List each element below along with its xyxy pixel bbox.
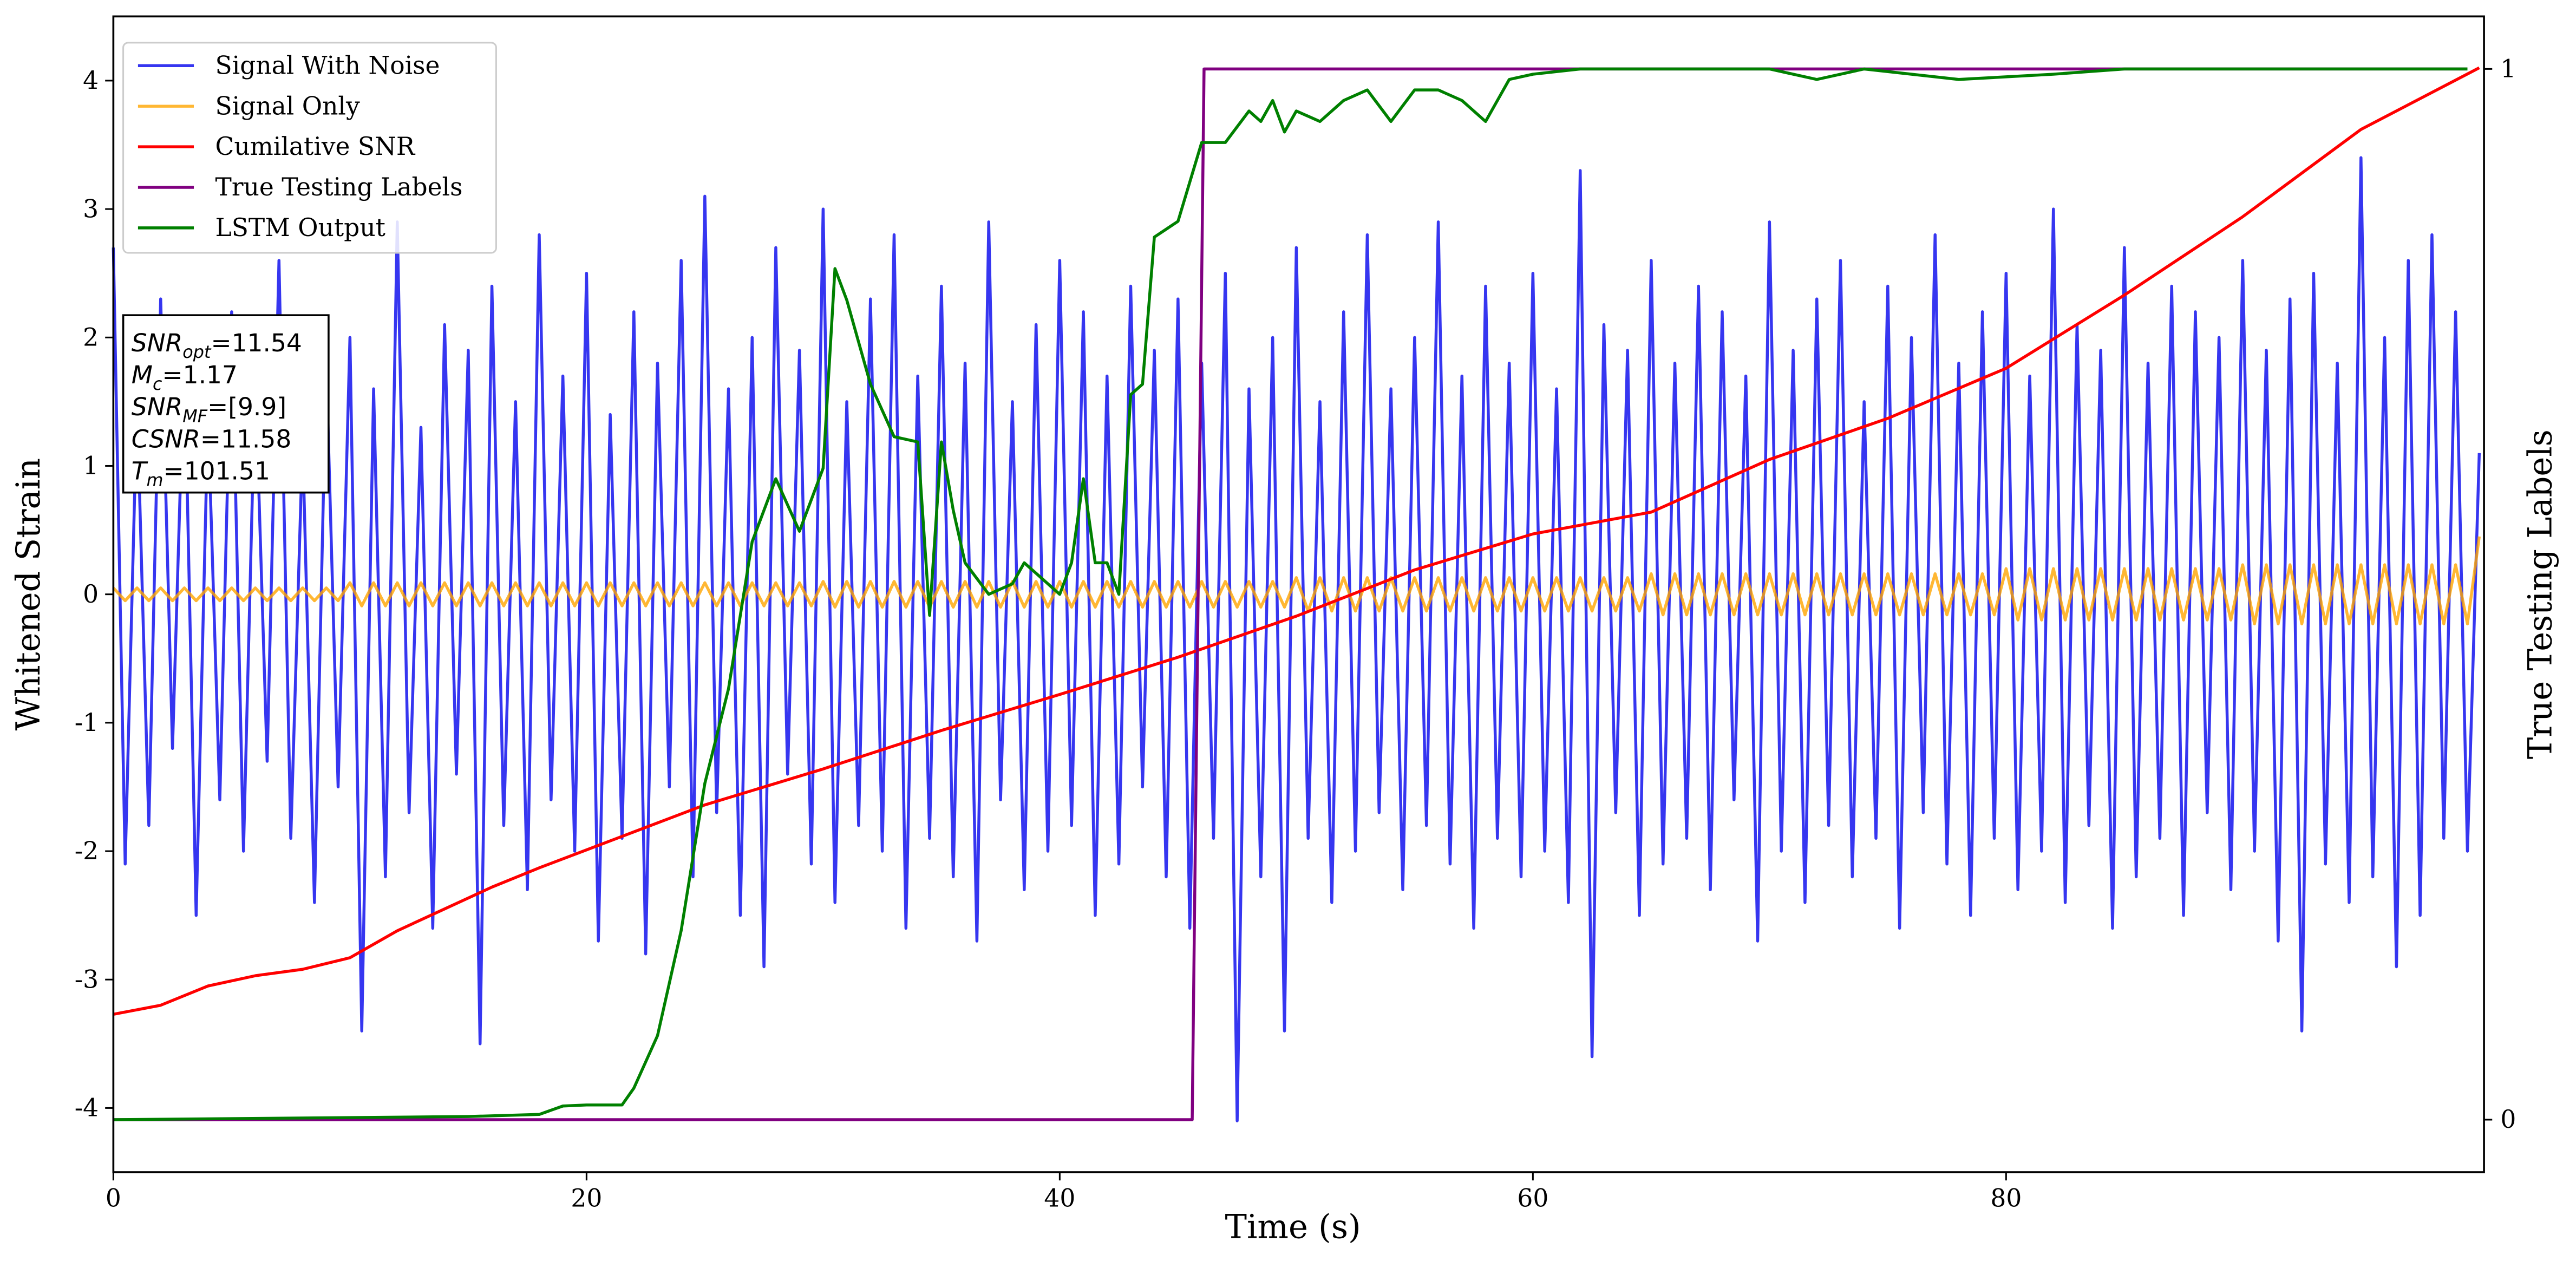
- x-tick-label: 20: [571, 1184, 602, 1213]
- y-tick-label: 1: [83, 452, 99, 480]
- legend-label: Signal With Noise: [215, 51, 440, 80]
- annotation-sub: MF: [182, 406, 207, 426]
- annotation-sub: c: [153, 374, 162, 394]
- legend-label: Cumilative SNR: [215, 132, 416, 161]
- y-tick-label: 0: [83, 580, 99, 609]
- y-tick-label: 2: [83, 323, 99, 351]
- series-line: [112, 156, 2481, 1122]
- legend-box: [122, 42, 497, 254]
- y-tick-label: -1: [75, 708, 99, 737]
- series-line: [113, 67, 2468, 1121]
- annotation-label: CSNR: [132, 424, 200, 453]
- x-axis-label: Time (s): [1225, 1208, 1361, 1246]
- y2-axis-label: True Testing Labels: [2521, 429, 2559, 759]
- x-tick-label: 80: [1990, 1184, 2022, 1213]
- series-line: [113, 66, 2480, 1016]
- x-tick-label: 40: [1044, 1184, 1075, 1213]
- y-tick-label: -2: [75, 837, 99, 865]
- legend-label: LSTM Output: [215, 213, 385, 242]
- y-tick-label: -3: [75, 965, 99, 994]
- annotation-sub: opt: [182, 342, 212, 362]
- legend-label: True Testing Labels: [215, 173, 463, 201]
- plot-area: [112, 66, 2481, 1122]
- annotation-text: =101.51: [164, 456, 270, 485]
- annotation-text: =11.58: [200, 424, 291, 453]
- annotation-sub: m: [147, 470, 164, 491]
- annotation-label: T: [132, 456, 148, 485]
- annotation-line: SNRopt=11.54: [132, 329, 302, 362]
- annotation-line: Tm=101.51: [132, 456, 270, 490]
- annotation-label: M: [132, 361, 153, 389]
- annotation-line: SNRMF=[9.9]: [132, 393, 286, 426]
- annotation-text: =1.17: [162, 361, 238, 389]
- annotation-box: [122, 314, 330, 494]
- y2-tick-label: 0: [2500, 1105, 2516, 1134]
- y-tick-label: 4: [83, 66, 99, 95]
- legend-label: Signal Only: [215, 92, 360, 120]
- annotation-line: CSNR=11.58: [132, 424, 292, 453]
- annotation: SNRopt=11.54Mc=1.17SNRMF=[9.9]CSNR=11.58…: [122, 314, 330, 494]
- series-line: [112, 536, 2481, 625]
- y-tick-label: -4: [75, 1094, 99, 1122]
- series-line: [113, 67, 2468, 1121]
- y-axis-label: Whitened Strain: [10, 458, 48, 731]
- annotation-label: SNR: [132, 329, 183, 357]
- annotation-text: =[9.9]: [207, 393, 286, 421]
- annotation-text: =11.54: [211, 329, 302, 357]
- annotation-line: Mc=1.17: [132, 361, 238, 394]
- y2-tick-label: 1: [2500, 55, 2516, 83]
- x-tick-label: 0: [106, 1184, 121, 1213]
- y-tick-label: 3: [83, 194, 99, 223]
- legend: Signal With Noise Signal Only Cumilative S…: [122, 42, 497, 254]
- x-tick-label: 60: [1517, 1184, 1548, 1213]
- annotation-label: SNR: [132, 393, 183, 421]
